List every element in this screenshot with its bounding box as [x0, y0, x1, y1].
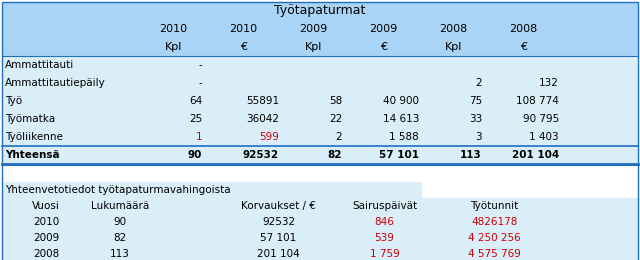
- Text: 82: 82: [113, 233, 127, 243]
- Text: 25: 25: [189, 114, 202, 124]
- Text: 2: 2: [335, 132, 342, 142]
- Text: Kpl: Kpl: [445, 42, 462, 52]
- Text: 57 101: 57 101: [260, 233, 296, 243]
- Bar: [2, 214, 638, 230]
- Text: 90: 90: [188, 150, 202, 160]
- Text: 2009: 2009: [33, 233, 59, 243]
- Bar: [2, 146, 638, 164]
- Text: 2010: 2010: [229, 24, 257, 34]
- Bar: [2, 246, 638, 260]
- Text: 1 588: 1 588: [389, 132, 419, 142]
- Text: 92532: 92532: [262, 217, 295, 227]
- Bar: [2, 92, 638, 110]
- Text: 2010: 2010: [33, 217, 59, 227]
- Text: 846: 846: [374, 217, 394, 227]
- Text: Ammattitautiepäily: Ammattitautiepäily: [5, 78, 106, 88]
- Text: -: -: [198, 60, 202, 70]
- Text: €: €: [240, 42, 247, 52]
- Bar: [2, 110, 638, 128]
- Text: 75: 75: [468, 96, 482, 106]
- Bar: [2, 198, 638, 214]
- Text: Työtapaturmat: Työtapaturmat: [275, 4, 365, 17]
- Text: 22: 22: [329, 114, 342, 124]
- Text: Sairuspäivät: Sairuspäivät: [352, 201, 417, 211]
- Bar: [422, 182, 638, 198]
- Text: 1 403: 1 403: [529, 132, 559, 142]
- Bar: [2, 230, 638, 246]
- Text: -: -: [198, 78, 202, 88]
- Text: 40 900: 40 900: [383, 96, 419, 106]
- Text: 2: 2: [476, 78, 482, 88]
- Text: 1 759: 1 759: [370, 249, 399, 259]
- Text: 58: 58: [329, 96, 342, 106]
- Text: 90: 90: [113, 217, 127, 227]
- Text: 90 795: 90 795: [523, 114, 559, 124]
- Bar: [2, 128, 638, 146]
- Text: 64: 64: [189, 96, 202, 106]
- Text: 33: 33: [468, 114, 482, 124]
- Text: 4 575 769: 4 575 769: [468, 249, 521, 259]
- Text: 4826178: 4826178: [471, 217, 518, 227]
- Text: 2009: 2009: [369, 24, 397, 34]
- Text: 2009: 2009: [300, 24, 328, 34]
- Text: €: €: [520, 42, 527, 52]
- Text: 55891: 55891: [246, 96, 279, 106]
- Text: Yhteensä: Yhteensä: [5, 150, 60, 160]
- Text: Työtunnit: Työtunnit: [470, 201, 518, 211]
- Bar: [2, 182, 422, 198]
- Bar: [2, 74, 638, 92]
- Text: 57 101: 57 101: [379, 150, 419, 160]
- Text: Ammattitauti: Ammattitauti: [5, 60, 74, 70]
- Text: 1: 1: [195, 132, 202, 142]
- Bar: [2, 38, 638, 56]
- Text: Työliikenne: Työliikenne: [5, 132, 63, 142]
- Text: 599: 599: [259, 132, 279, 142]
- Bar: [2, 56, 638, 74]
- Text: 4 250 256: 4 250 256: [468, 233, 521, 243]
- Text: 113: 113: [110, 249, 130, 259]
- Text: 36042: 36042: [246, 114, 279, 124]
- Text: 2008: 2008: [33, 249, 59, 259]
- Bar: [2, 2, 638, 20]
- Text: 92532: 92532: [243, 150, 279, 160]
- Text: 132: 132: [539, 78, 559, 88]
- Text: Korvaukset / €: Korvaukset / €: [241, 201, 316, 211]
- Text: 14 613: 14 613: [383, 114, 419, 124]
- Text: 201 104: 201 104: [512, 150, 559, 160]
- Text: 3: 3: [476, 132, 482, 142]
- Text: Kpl: Kpl: [165, 42, 182, 52]
- Text: 2008: 2008: [440, 24, 468, 34]
- Text: Kpl: Kpl: [305, 42, 322, 52]
- Text: 539: 539: [374, 233, 394, 243]
- Text: Työmatka: Työmatka: [5, 114, 55, 124]
- Text: 201 104: 201 104: [257, 249, 300, 259]
- Text: 2010: 2010: [159, 24, 188, 34]
- Text: 113: 113: [460, 150, 482, 160]
- Bar: [2, 164, 638, 182]
- Text: Työ: Työ: [5, 96, 22, 106]
- Text: 82: 82: [328, 150, 342, 160]
- Bar: [2, 20, 638, 38]
- Text: Yhteenvetotiedot työtapaturmavahingoista: Yhteenvetotiedot työtapaturmavahingoista: [5, 185, 230, 195]
- Text: Vuosi: Vuosi: [32, 201, 60, 211]
- Text: €: €: [380, 42, 387, 52]
- Text: Lukumäärä: Lukumäärä: [91, 201, 149, 211]
- Text: 2008: 2008: [509, 24, 538, 34]
- Text: 108 774: 108 774: [516, 96, 559, 106]
